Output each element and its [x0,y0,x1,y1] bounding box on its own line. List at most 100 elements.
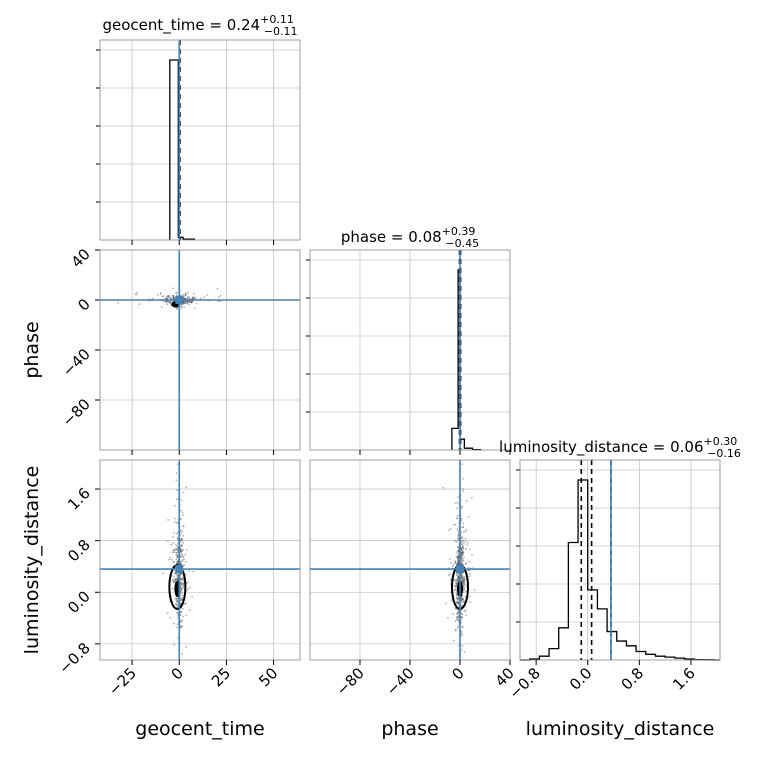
sample-point [176,562,179,565]
sample-point [180,625,182,628]
sample-point [457,549,460,552]
sample-point [183,301,185,304]
sample-point [455,555,458,558]
sample-point [460,597,463,600]
sample-point [182,579,185,582]
sample-point [456,536,459,538]
sample-point [186,301,189,304]
sample-point [169,297,172,300]
sample-point [175,498,178,501]
sample-point [177,542,179,545]
sample-point [456,598,459,601]
sample-point [457,560,460,563]
sample-point [192,570,194,573]
sample-point [191,297,194,300]
sample-point [174,578,177,581]
sample-point [457,562,460,565]
sample-point [134,293,137,296]
histogram-step [520,479,720,661]
sample-point [172,295,175,298]
sample-point [175,578,178,580]
sample-point [182,548,184,551]
sample-point [203,296,206,298]
sample-point [174,579,177,582]
sample-point [455,540,458,543]
sample-point [449,557,451,560]
sample-point [176,574,179,577]
sample-point [172,297,175,300]
sample-point [180,544,183,547]
sample-point [179,550,182,553]
sample-point [177,614,179,617]
sample-point [462,591,465,594]
sample-point [180,581,183,584]
sample-point [457,553,460,556]
sample-point [463,589,466,592]
sample-point [454,620,457,623]
sample-point [457,557,460,560]
sample-point [190,301,193,304]
sample-point [182,524,185,527]
sample-point [173,295,175,298]
title-plus: +0.39 [442,225,476,238]
sample-point [456,619,459,622]
panel-phase-luminosity_distance: −80 −40 0 40 [309,459,518,699]
sample-point [461,575,464,578]
sample-point [175,573,178,575]
y-tick-label: 1.6 [64,484,94,514]
sample-point [166,300,168,303]
sample-point [462,552,465,554]
sample-point [457,530,460,532]
sample-point [179,550,182,553]
sample-point [460,576,463,579]
sample-point [167,519,170,521]
sample-point [193,292,195,295]
sample-point [169,300,172,303]
sample-point [455,593,458,596]
sample-point [456,616,458,619]
sample-point [457,615,460,617]
sample-point [457,496,460,499]
sample-point [457,577,460,579]
scatter-points [442,463,476,653]
sample-point [461,580,464,583]
sample-point [460,518,463,521]
sample-point [461,551,464,554]
sample-point [179,610,182,613]
sample-point [460,537,463,540]
sample-point [175,548,178,551]
sample-point [186,297,189,300]
sample-point [182,556,185,559]
sample-point [463,583,466,585]
sample-point [452,639,455,642]
sample-point [175,573,178,575]
y-tick-label: −80 [59,395,94,430]
sample-point [461,576,464,579]
sample-point [457,624,460,627]
sample-point [456,602,459,604]
sample-point [176,554,179,557]
sample-point [176,597,178,600]
sample-point [151,297,154,300]
sample-point [180,538,183,541]
sample-point [463,583,466,586]
sample-point [181,554,184,556]
sample-point [457,550,460,553]
sample-point [465,614,468,617]
sample-point [172,549,175,551]
sample-point [456,613,458,616]
sample-point [185,548,188,551]
sample-point [192,296,195,299]
sample-point [176,599,179,602]
sample-point [182,582,185,585]
sample-point [176,579,179,581]
sample-point [180,620,183,623]
sample-point [174,603,177,606]
sample-point [176,549,179,551]
sample-point [461,644,464,647]
x-tick-label: −25 [105,664,140,699]
sample-point [456,612,459,614]
sample-point [168,295,171,297]
sample-point [454,523,457,526]
sample-point [456,601,459,604]
